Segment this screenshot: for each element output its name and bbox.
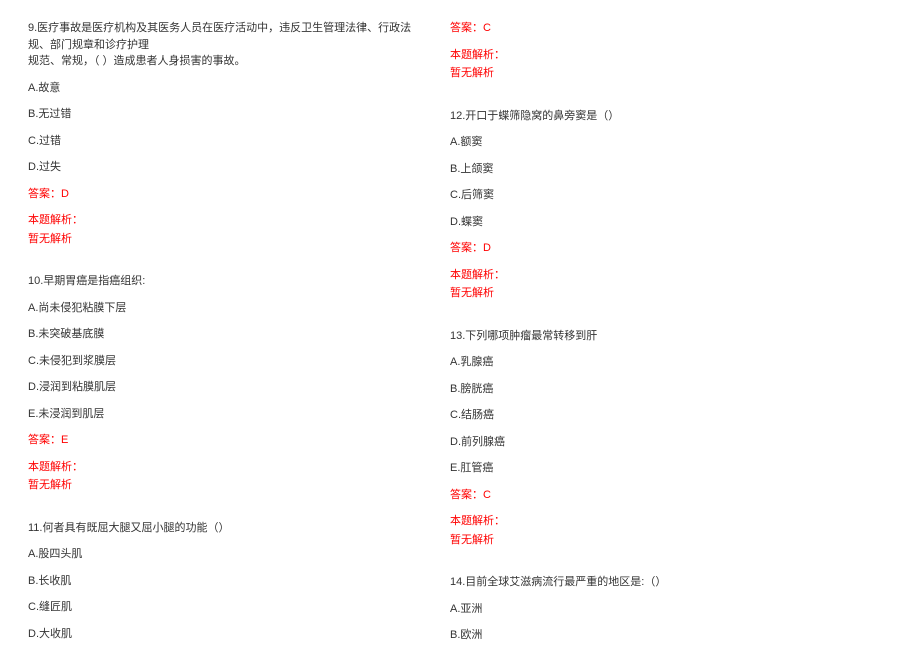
q9-answer: 答案：D <box>28 186 420 203</box>
top-analysis-label: 本题解析： <box>450 47 850 64</box>
q12-analysis-label: 本题解析： <box>450 267 850 284</box>
q11-opt-a: A.股四头肌 <box>28 546 420 563</box>
q13-analysis-body: 暂无解析 <box>450 532 850 549</box>
q12-opt-b: B.上颌窦 <box>450 161 850 178</box>
column-left: 9.医疗事故是医疗机构及其医务人员在医疗活动中，违反卫生管理法律、行政法规、部门… <box>0 0 430 651</box>
q11-opt-b: B.长收肌 <box>28 573 420 590</box>
q10-opt-d: D.浸润到粘膜肌层 <box>28 379 420 396</box>
q11-opt-c: C.缝匠肌 <box>28 599 420 616</box>
q10-stem: 10.早期胃癌是指癌组织: <box>28 273 420 290</box>
spacer <box>28 265 420 273</box>
question-9: 9.医疗事故是医疗机构及其医务人员在医疗活动中，违反卫生管理法律、行政法规、部门… <box>28 20 420 247</box>
q9-opt-c: C.过错 <box>28 133 420 150</box>
q13-opt-e: E.肛管癌 <box>450 460 850 477</box>
q10-analysis-body: 暂无解析 <box>28 477 420 494</box>
q10-opt-a: A.尚未侵犯粘膜下层 <box>28 300 420 317</box>
question-10: 10.早期胃癌是指癌组织: A.尚未侵犯粘膜下层 B.未突破基底膜 C.未侵犯到… <box>28 273 420 494</box>
q10-opt-c: C.未侵犯到浆膜层 <box>28 353 420 370</box>
q9-stem-line1: 9.医疗事故是医疗机构及其医务人员在医疗活动中，违反卫生管理法律、行政法规、部门… <box>28 22 411 51</box>
q11-opt-d: D.大收肌 <box>28 626 420 643</box>
q9-analysis-label: 本题解析： <box>28 212 420 229</box>
question-14: 14.目前全球艾滋病流行最严重的地区是:（） A.亚洲 B.欧洲 <box>450 574 850 644</box>
spacer <box>28 512 420 520</box>
question-12: 12.开口于蝶筛隐窝的鼻旁窦是（） A.额窦 B.上颌窦 C.后筛窦 D.蝶窦 … <box>450 108 850 302</box>
q11-stem: 11.何者具有既屈大腿又屈小腿的功能（） <box>28 520 420 537</box>
q14-opt-b: B.欧洲 <box>450 627 850 644</box>
question-11: 11.何者具有既屈大腿又屈小腿的功能（） A.股四头肌 B.长收肌 C.缝匠肌 … <box>28 520 420 643</box>
q9-opt-d: D.过失 <box>28 159 420 176</box>
q9-opt-a: A.故意 <box>28 80 420 97</box>
q13-opt-c: C.结肠癌 <box>450 407 850 424</box>
q9-stem-line2: 规范、常规，（ ）造成患者人身损害的事故。 <box>28 55 246 67</box>
q12-answer: 答案：D <box>450 240 850 257</box>
q9-opt-b: B.无过错 <box>28 106 420 123</box>
q12-stem: 12.开口于蝶筛隐窝的鼻旁窦是（） <box>450 108 850 125</box>
spacer <box>450 100 850 108</box>
q13-stem: 13.下列哪项肿瘤最常转移到肝 <box>450 328 850 345</box>
spacer <box>450 320 850 328</box>
q12-opt-a: A.额窦 <box>450 134 850 151</box>
top-answer: 答案：C <box>450 20 850 37</box>
column-right: 答案：C 本题解析： 暂无解析 12.开口于蝶筛隐窝的鼻旁窦是（） A.额窦 B… <box>430 0 860 651</box>
q10-opt-e: E.未浸润到肌层 <box>28 406 420 423</box>
q10-answer: 答案：E <box>28 432 420 449</box>
q13-answer: 答案：C <box>450 487 850 504</box>
q10-opt-b: B.未突破基底膜 <box>28 326 420 343</box>
q12-opt-c: C.后筛窦 <box>450 187 850 204</box>
q12-opt-d: D.蝶窦 <box>450 214 850 231</box>
spacer <box>450 566 850 574</box>
q9-stem: 9.医疗事故是医疗机构及其医务人员在医疗活动中，违反卫生管理法律、行政法规、部门… <box>28 20 420 70</box>
q9-analysis-body: 暂无解析 <box>28 231 420 248</box>
question-13: 13.下列哪项肿瘤最常转移到肝 A.乳腺癌 B.膀胱癌 C.结肠癌 D.前列腺癌… <box>450 328 850 549</box>
page-container: 9.医疗事故是医疗机构及其医务人员在医疗活动中，违反卫生管理法律、行政法规、部门… <box>0 0 920 651</box>
top-analysis-body: 暂无解析 <box>450 65 850 82</box>
q10-analysis-label: 本题解析： <box>28 459 420 476</box>
q13-opt-d: D.前列腺癌 <box>450 434 850 451</box>
q14-opt-a: A.亚洲 <box>450 601 850 618</box>
q13-opt-a: A.乳腺癌 <box>450 354 850 371</box>
q13-opt-b: B.膀胱癌 <box>450 381 850 398</box>
q12-analysis-body: 暂无解析 <box>450 285 850 302</box>
q14-stem: 14.目前全球艾滋病流行最严重的地区是:（） <box>450 574 850 591</box>
q13-analysis-label: 本题解析： <box>450 513 850 530</box>
